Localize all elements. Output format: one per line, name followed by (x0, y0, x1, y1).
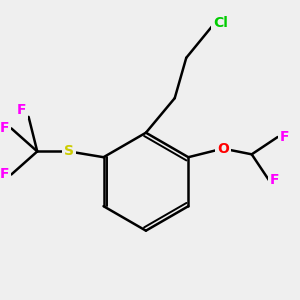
Text: F: F (280, 130, 289, 144)
Text: F: F (0, 167, 9, 182)
Text: F: F (17, 103, 26, 117)
Text: F: F (270, 173, 280, 187)
Text: S: S (64, 144, 74, 158)
Text: O: O (217, 142, 229, 156)
Text: Cl: Cl (213, 16, 228, 30)
Text: F: F (0, 122, 9, 135)
